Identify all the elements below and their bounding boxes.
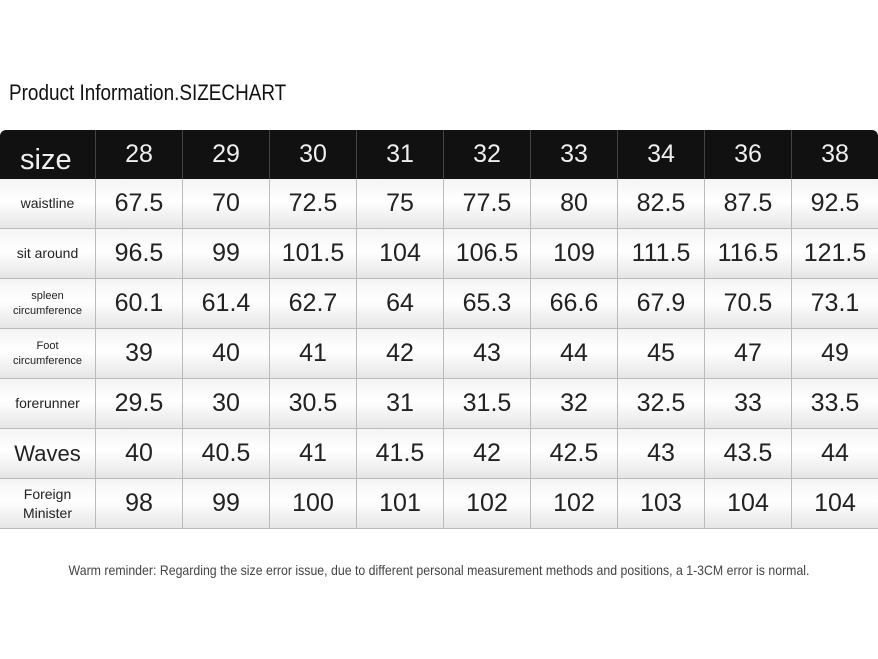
size-header: 30 (269, 130, 356, 179)
cell-value: 100 (269, 479, 356, 528)
cell-value: 98 (95, 479, 182, 528)
cell-value: 30.5 (269, 379, 356, 428)
row-label: Foot circumference (12, 339, 83, 367)
row-label: forerunner (15, 395, 80, 412)
cell-value: 73.1 (791, 279, 878, 328)
cell-value: 33 (704, 379, 791, 428)
size-header: 33 (530, 130, 617, 179)
cell-value: 72.5 (269, 179, 356, 228)
size-header: 38 (791, 130, 878, 179)
row-label: sit around (16, 245, 79, 262)
cell-value: 29.5 (95, 379, 182, 428)
cell-value: 40 (182, 329, 269, 378)
cell-value: 75 (356, 179, 443, 228)
cell-value: 111.5 (617, 229, 704, 278)
cell-value: 44 (791, 429, 878, 478)
cell-value: 31.5 (443, 379, 530, 428)
size-header: 34 (617, 130, 704, 179)
cell-value: 41 (269, 429, 356, 478)
note: Warm reminder: Regarding the size error … (68, 562, 810, 578)
cell-value: 70 (182, 179, 269, 228)
table-row: Waves 40 40.5 41 41.5 42 42.5 43 43.5 44 (0, 429, 878, 479)
cell-value: 43 (443, 329, 530, 378)
cell-value: 104 (704, 479, 791, 528)
cell-value: 116.5 (704, 229, 791, 278)
table-row: forerunner 29.5 30 30.5 31 31.5 32 32.5 33 33.5 (0, 379, 878, 429)
size-header: 31 (356, 130, 443, 179)
cell-value: 62.7 (269, 279, 356, 328)
size-header: 32 (443, 130, 530, 179)
cell-value: 102 (530, 479, 617, 528)
table-row: sit around 96.5 99 101.5 104 106.5 109 111.5 116… (0, 229, 878, 279)
row-label: waistline (20, 195, 75, 212)
cell-value: 101 (356, 479, 443, 528)
cell-value: 87.5 (704, 179, 791, 228)
cell-value: 82.5 (617, 179, 704, 228)
cell-value: 66.6 (530, 279, 617, 328)
cell-value: 43 (617, 429, 704, 478)
cell-value: 121.5 (791, 229, 878, 278)
cell-value: 42.5 (530, 429, 617, 478)
header-row: size 28 29 30 31 32 33 34 36 38 (0, 130, 878, 179)
cell-value: 32 (530, 379, 617, 428)
cell-value: 80 (530, 179, 617, 228)
row-label: spleen circumference (12, 289, 83, 317)
cell-value: 109 (530, 229, 617, 278)
size-header: 36 (704, 130, 791, 179)
cell-value: 32.5 (617, 379, 704, 428)
size-table: size 28 29 30 31 32 33 34 36 38 waistline 67.5 70 72.… (0, 130, 878, 529)
cell-value: 92.5 (791, 179, 878, 228)
cell-value: 64 (356, 279, 443, 328)
cell-value: 33.5 (791, 379, 878, 428)
header-label: size (20, 143, 72, 176)
cell-value: 49 (791, 329, 878, 378)
cell-value: 43.5 (704, 429, 791, 478)
table-row: Foot circumference 39 40 41 42 43 44 45 47 49 (0, 329, 878, 379)
cell-value: 67.9 (617, 279, 704, 328)
cell-value: 77.5 (443, 179, 530, 228)
cell-value: 42 (443, 429, 530, 478)
cell-value: 104 (791, 479, 878, 528)
cell-value: 39 (95, 329, 182, 378)
title: Product Information.SIZECHART (9, 80, 287, 105)
cell-value: 61.4 (182, 279, 269, 328)
cell-value: 65.3 (443, 279, 530, 328)
table-row: Foreign Minister 98 99 100 101 102 102 103 104 10… (0, 479, 878, 529)
cell-value: 30 (182, 379, 269, 428)
cell-value: 45 (617, 329, 704, 378)
row-label: Waves (14, 440, 81, 466)
cell-value: 41.5 (356, 429, 443, 478)
cell-value: 41 (269, 329, 356, 378)
table-row: spleen circumference 60.1 61.4 62.7 64 65.3 66… (0, 279, 878, 329)
cell-value: 96.5 (95, 229, 182, 278)
cell-value: 67.5 (95, 179, 182, 228)
cell-value: 47 (704, 329, 791, 378)
cell-value: 103 (617, 479, 704, 528)
cell-value: 70.5 (704, 279, 791, 328)
cell-value: 101.5 (269, 229, 356, 278)
cell-value: 42 (356, 329, 443, 378)
cell-value: 104 (356, 229, 443, 278)
cell-value: 102 (443, 479, 530, 528)
cell-value: 44 (530, 329, 617, 378)
cell-value: 99 (182, 229, 269, 278)
size-header: 29 (182, 130, 269, 179)
cell-value: 40 (95, 429, 182, 478)
table-row: waistline 67.5 70 72.5 75 77.5 80 82.5 87.5 92.5 (0, 179, 878, 229)
cell-value: 106.5 (443, 229, 530, 278)
cell-value: 40.5 (182, 429, 269, 478)
cell-value: 31 (356, 379, 443, 428)
cell-value: 99 (182, 479, 269, 528)
size-header: 28 (95, 130, 182, 179)
cell-value: 60.1 (95, 279, 182, 328)
row-label: Foreign Minister (22, 485, 72, 521)
